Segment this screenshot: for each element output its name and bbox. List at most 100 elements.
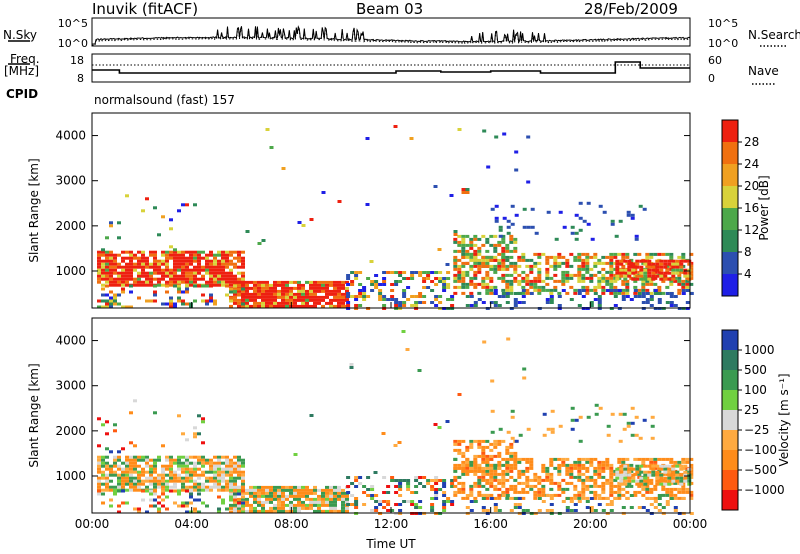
velocity-cell <box>623 470 628 474</box>
power-cell <box>97 271 101 275</box>
power-cell <box>229 262 233 266</box>
velocity-cell <box>237 473 241 477</box>
velocity-cell <box>217 482 221 486</box>
power-cell <box>573 273 578 277</box>
power-cell <box>537 273 542 277</box>
power-cell <box>133 253 137 257</box>
velocity-cell <box>225 507 229 511</box>
power-ytick-label: 1000 <box>55 264 86 278</box>
velocity-cell <box>601 466 606 470</box>
freq-line <box>92 61 690 74</box>
power-cell <box>161 274 165 278</box>
power-cell <box>277 301 281 305</box>
power-cell <box>453 249 458 253</box>
velocity-cell <box>325 491 329 495</box>
power-cell <box>121 274 125 278</box>
velocity-cell <box>398 488 403 491</box>
power-cell <box>581 261 586 265</box>
velocity-cell <box>113 429 117 433</box>
velocity-cell <box>121 461 125 465</box>
power-cell <box>438 301 443 304</box>
velocity-cell <box>671 467 676 471</box>
power-cell <box>602 210 607 214</box>
power-cell <box>645 252 650 256</box>
power-cell <box>481 261 486 265</box>
power-cell <box>273 286 277 290</box>
power-cell <box>177 277 181 281</box>
power-cell <box>621 291 626 295</box>
power-cell <box>625 288 630 292</box>
power-cell <box>457 273 462 277</box>
power-cell <box>446 271 451 274</box>
power-cell <box>665 252 670 256</box>
power-cell <box>209 262 213 266</box>
velocity-cell <box>321 500 325 504</box>
velocity-cell <box>105 479 109 483</box>
velocity-cell <box>497 509 502 512</box>
velocity-cell <box>438 488 443 491</box>
power-cell <box>593 264 598 268</box>
power-ytick-label: 2000 <box>55 219 86 233</box>
power-cell <box>309 292 313 296</box>
velocity-xtick-label: 04:00 <box>174 517 209 531</box>
power-cell <box>382 277 387 280</box>
velocity-ytick-label: 4000 <box>55 334 86 348</box>
velocity-cell <box>573 463 578 467</box>
velocity-cell <box>129 470 133 474</box>
velocity-cell <box>585 469 590 473</box>
velocity-cell <box>354 485 359 488</box>
power-cell <box>189 262 193 266</box>
power-cell <box>453 267 458 271</box>
velocity-cell <box>129 476 133 480</box>
velocity-cell <box>249 491 253 495</box>
velocity-cell <box>501 490 506 494</box>
power-cell <box>285 283 289 287</box>
velocity-cell <box>550 430 555 434</box>
power-cell <box>513 298 518 301</box>
power-cell <box>671 259 676 263</box>
velocity-cell <box>673 487 678 491</box>
velocity-cell <box>169 470 173 474</box>
velocity-cell <box>249 509 253 513</box>
power-cell <box>549 255 554 259</box>
velocity-cell <box>205 458 209 462</box>
power-cell <box>390 271 395 274</box>
power-cell <box>615 271 620 275</box>
power-cell <box>465 261 470 265</box>
velocity-cell <box>514 439 519 443</box>
power-cell <box>615 274 620 278</box>
power-cell <box>453 261 458 265</box>
power-cell <box>345 298 349 302</box>
power-cell <box>513 240 518 244</box>
power-cell <box>453 237 458 241</box>
power-cell <box>177 274 181 278</box>
power-cell <box>683 271 688 275</box>
power-cell <box>269 286 273 290</box>
velocity-cell <box>354 476 359 479</box>
power-cell <box>493 267 498 271</box>
velocity-colorbar-label: 500 <box>744 363 767 377</box>
power-cell <box>593 285 598 289</box>
velocity-cell <box>465 506 470 509</box>
noise-frame <box>91 17 691 47</box>
velocity-cell <box>493 469 498 473</box>
velocity-cell <box>533 472 538 476</box>
power-cell <box>639 268 644 272</box>
velocity-cell <box>645 484 650 488</box>
power-cell <box>618 219 623 223</box>
power-cell <box>185 256 189 260</box>
velocity-cell <box>193 482 197 486</box>
power-cell <box>461 252 466 256</box>
velocity-cell <box>569 509 574 512</box>
velocity-cell <box>185 461 189 465</box>
power-cell <box>485 276 490 280</box>
velocity-cell <box>643 464 648 468</box>
velocity-cell <box>201 461 205 465</box>
power-cell <box>577 273 582 277</box>
velocity-cell <box>477 445 482 449</box>
power-cell <box>619 259 624 263</box>
velocity-cell <box>105 432 109 436</box>
power-cell <box>354 277 359 280</box>
velocity-cell <box>241 473 245 477</box>
power-cell <box>457 270 462 274</box>
